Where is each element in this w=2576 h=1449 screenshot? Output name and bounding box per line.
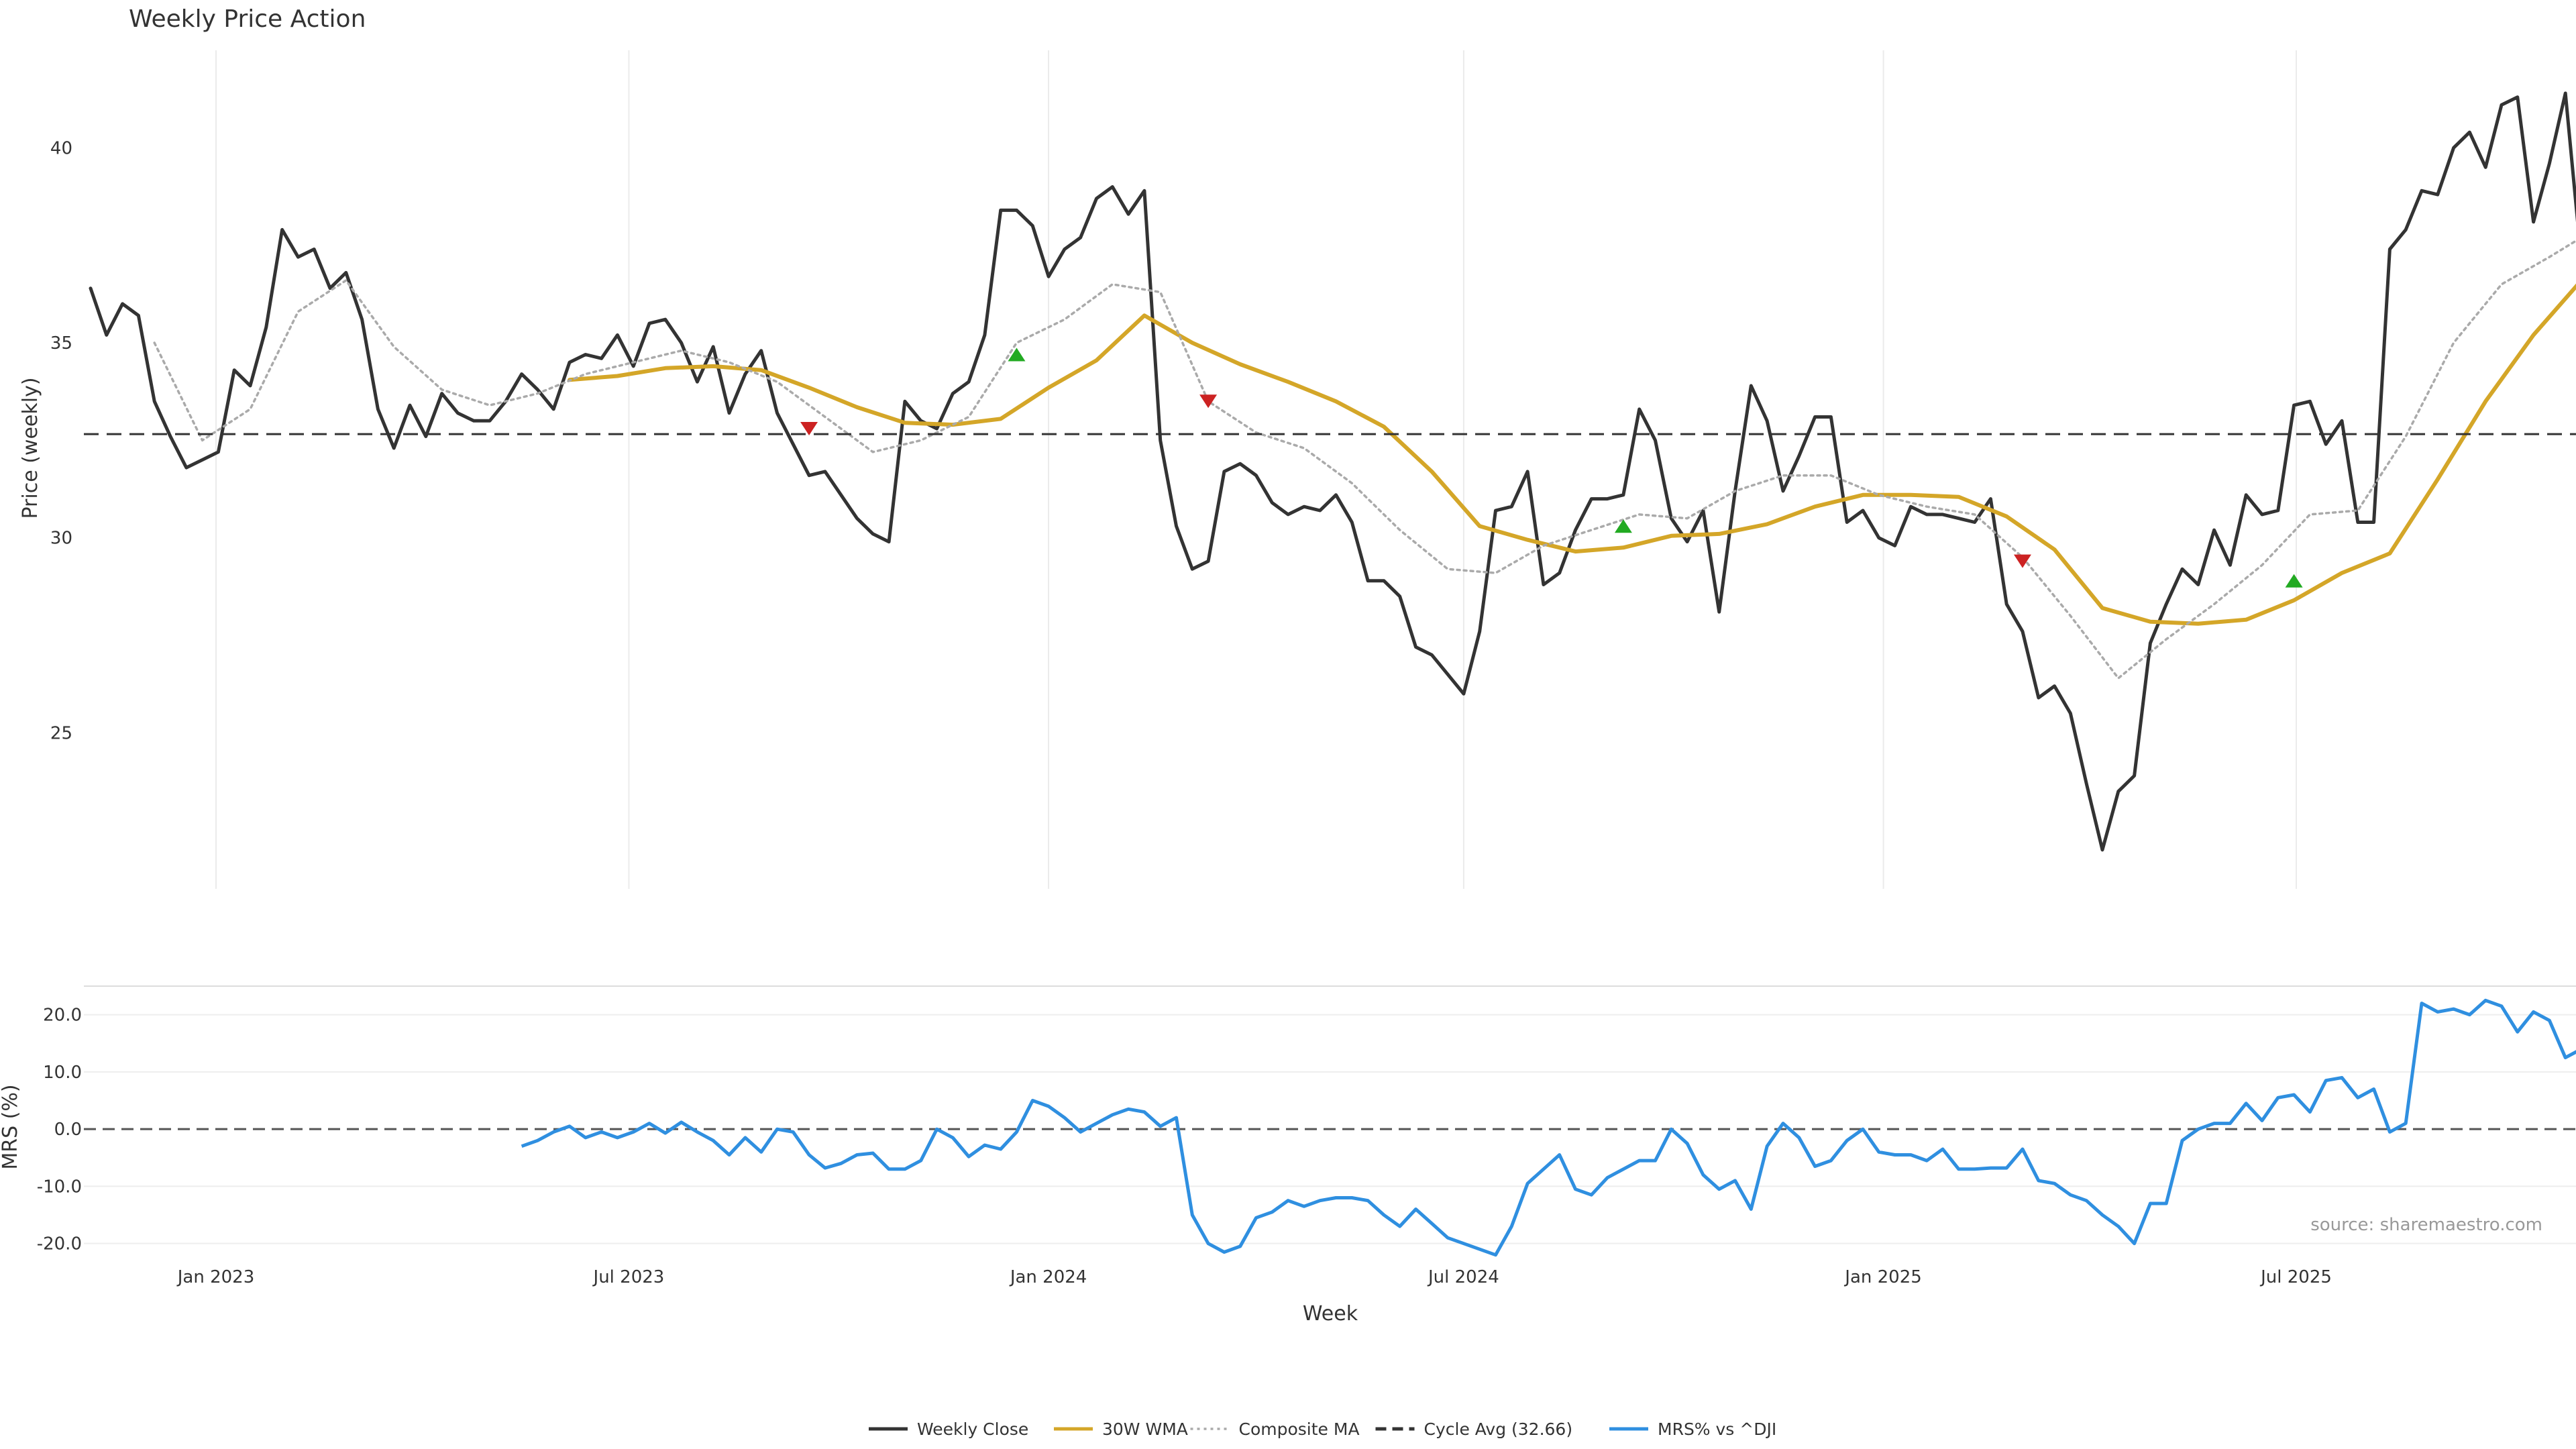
- sell-signal-marker: [2013, 554, 2031, 568]
- mrs-y-axis-label: MRS (%): [0, 1084, 22, 1169]
- price-y-ticks: 25 30 35 40: [50, 138, 72, 743]
- legend-label: MRS% vs ^DJI: [1658, 1419, 1776, 1439]
- chart-title: Weekly Price Action: [129, 5, 366, 33]
- sell-signal-marker: [1199, 394, 1218, 409]
- mrs-y-tick-label: 0.0: [54, 1120, 82, 1140]
- wma-30w-line: [568, 283, 2576, 626]
- x-tick-label: Jan 2023: [176, 1267, 255, 1287]
- price-y-tick-label: 35: [50, 333, 72, 354]
- legend-label: 30W WMA: [1102, 1419, 1188, 1439]
- x-tick-label: Jan 2024: [1009, 1267, 1087, 1287]
- mrs-series-group: [521, 998, 2576, 1257]
- mrs-gridlines: [84, 985, 2576, 1244]
- legend-item: Weekly Close: [869, 1419, 1028, 1439]
- price-y-axis-label: Price (weekly): [19, 377, 42, 519]
- mrs-y-tick-label: -20.0: [37, 1234, 82, 1254]
- legend-item: MRS% vs ^DJI: [1609, 1419, 1776, 1439]
- legend-label: Composite MA: [1239, 1419, 1360, 1439]
- mrs-y-tick-label: 20.0: [43, 1006, 82, 1026]
- signal-markers: [800, 347, 2303, 588]
- mrs-y-tick-label: 10.0: [43, 1063, 82, 1083]
- x-ticks: Jan 2023 Jul 2023 Jan 2024 Jul 2024 Jan 2025…: [176, 1267, 2332, 1287]
- composite-ma-line: [153, 239, 2576, 680]
- price-y-tick-label: 25: [50, 723, 72, 743]
- legend-item: Cycle Avg (32.66): [1375, 1419, 1573, 1439]
- price-y-tick-label: 40: [50, 138, 72, 158]
- source-note: source: sharemaestro.com: [2310, 1215, 2542, 1235]
- mrs-line: [521, 998, 2576, 1257]
- price-y-tick-label: 30: [50, 529, 72, 549]
- x-tick-label: Jan 2025: [1843, 1267, 1922, 1287]
- sell-signal-marker: [800, 421, 818, 435]
- legend-label: Cycle Avg (32.66): [1424, 1419, 1573, 1439]
- legend: Weekly Close 30W WMA Composite MA Cycle Avg…: [869, 1419, 1776, 1439]
- price-gridlines: [215, 50, 2297, 889]
- x-axis-label: Week: [1303, 1302, 1358, 1326]
- legend-label: Weekly Close: [917, 1419, 1028, 1439]
- x-tick-label: Jul 2024: [1427, 1267, 1499, 1287]
- x-tick-label: Jul 2025: [2259, 1267, 2332, 1287]
- buy-signal-marker: [1614, 519, 1632, 533]
- legend-item: 30W WMA: [1054, 1419, 1188, 1439]
- legend-item: Composite MA: [1190, 1419, 1360, 1439]
- x-tick-label: Jul 2023: [592, 1267, 665, 1287]
- buy-signal-marker: [2285, 574, 2303, 588]
- mrs-y-tick-label: -10.0: [37, 1177, 82, 1197]
- mrs-y-ticks: 20.0 10.0 0.0 -10.0 -20.0: [37, 1006, 82, 1254]
- price-series-group: [84, 91, 2576, 852]
- buy-signal-marker: [1008, 347, 1026, 362]
